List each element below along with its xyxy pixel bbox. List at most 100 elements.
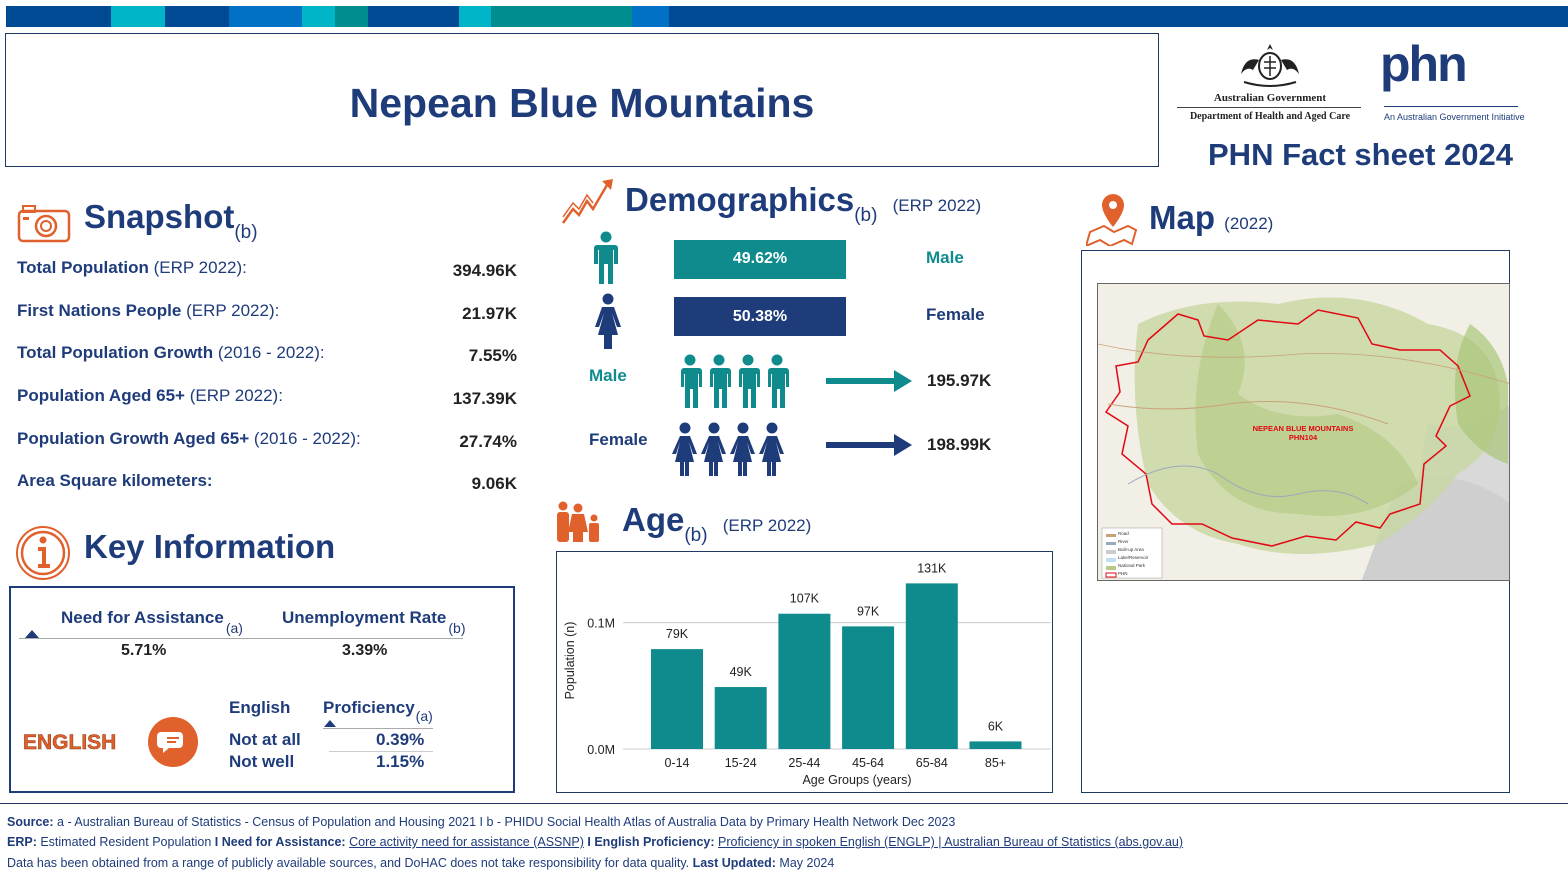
- female-person-icon: [701, 422, 726, 476]
- color-segment: [229, 6, 302, 27]
- color-segment: [302, 6, 335, 27]
- bar: [778, 613, 831, 749]
- need-value: 5.71%: [121, 642, 167, 659]
- map-legend: Road River Built-up Area Lake/Reservoir Nati…: [1118, 530, 1148, 578]
- footer-disclaimer: Data has been obtained from a range of p…: [7, 856, 693, 870]
- unemp-label-text: Unemployment Rate: [282, 608, 447, 627]
- eng-row-divider: [329, 751, 433, 752]
- eng-row-value: 0.39%: [376, 730, 425, 749]
- title-box: Nepean Blue Mountains: [5, 33, 1159, 167]
- x-tick-label: 65-84: [916, 756, 948, 770]
- map-title-text: Map: [1149, 199, 1215, 236]
- color-segment: [335, 6, 368, 27]
- chat-bubble-icon: [148, 717, 198, 767]
- eng-col2-sub: (a): [415, 708, 433, 724]
- snapshot-suffix: (2016 - 2022):: [213, 343, 325, 362]
- bar: [714, 687, 767, 749]
- x-tick-label: 45-64: [852, 756, 884, 770]
- color-segment: [111, 6, 165, 27]
- bar-data-label: 97K: [857, 604, 880, 618]
- female-person-icon: [759, 422, 784, 476]
- info-icon: [16, 526, 70, 580]
- y-axis-label: Population (n): [563, 622, 577, 700]
- coat-of-arms-icon: [1241, 44, 1299, 87]
- demographics-title-text: Demographics: [625, 181, 855, 218]
- unemp-label-sub: (b): [448, 620, 466, 636]
- snapshot-suffix: (2016 - 2022):: [249, 429, 361, 448]
- footer-link-englp[interactable]: Proficiency in spoken English (ENGLP) | …: [718, 835, 1184, 849]
- snapshot-row: Population Growth Aged 65+ (2016 - 2022)…: [17, 429, 517, 451]
- snapshot-value: 27.74%: [459, 432, 517, 451]
- snapshot-suffix: (ERP 2022):: [148, 258, 247, 277]
- unemp-value: 3.39%: [342, 642, 388, 659]
- color-segment: [459, 6, 491, 27]
- top-color-bar: [6, 6, 1568, 27]
- eng-row-value: 1.15%: [376, 752, 425, 771]
- male-person-icon: [594, 231, 618, 284]
- male-person-icon: [768, 354, 789, 408]
- need-label-sub: (a): [225, 620, 243, 636]
- male-group-icons: [677, 354, 792, 412]
- female-label-group: Female: [589, 430, 648, 449]
- x-tick-label: 0-14: [664, 756, 689, 770]
- male-person-icon: [681, 354, 702, 408]
- x-tick-label: 15-24: [725, 756, 757, 770]
- color-segment: [368, 6, 459, 27]
- age-chart-box: 0.0M 0.1M Population (n) 79K 0-14 49K 15-24 107…: [556, 551, 1053, 793]
- triangle-up-icon: [324, 720, 336, 727]
- map-legend-item: Road: [1118, 531, 1129, 536]
- snapshot-label: Total Population Growth: [17, 343, 214, 362]
- footer-line-1: Source: a - Australian Bureau of Statist…: [7, 815, 955, 829]
- family-icon: [557, 501, 599, 542]
- footer-link-assnp[interactable]: Core activity need for assistance (ASSNP…: [349, 835, 584, 849]
- map-legend-item: Built-up Area: [1118, 547, 1144, 552]
- snapshot-title-text: Snapshot: [84, 198, 235, 235]
- bar: [905, 583, 958, 749]
- snapshot-title-sub: (b): [234, 222, 258, 243]
- color-segment: [632, 6, 669, 27]
- map-box: NEPEAN BLUE MOUNTAINS PHN104 Road River Bu…: [1081, 250, 1510, 793]
- footer-source-text: a - Australian Bureau of Statistics - Ce…: [53, 815, 956, 829]
- snapshot-label: Area Square kilometers:: [17, 471, 213, 490]
- eng-row-label: Not at all: [229, 730, 301, 749]
- trend-arrow-icon: [561, 179, 613, 224]
- age-title-sub: (b): [684, 525, 708, 546]
- color-segment: [165, 6, 229, 27]
- phn-tagline: An Australian Government Initiative: [1384, 112, 1525, 122]
- phn-logo: phn An Australian Government Initiative: [1380, 36, 1525, 126]
- snapshot-row: Total Population Growth (2016 - 2022): 7.…: [17, 343, 517, 365]
- male-pct-bar: [674, 240, 846, 279]
- snapshot-suffix: (ERP 2022):: [181, 301, 280, 320]
- age-title-text: Age: [622, 501, 685, 538]
- male-person-icon: [739, 354, 760, 408]
- male-label-top: Male: [926, 248, 964, 267]
- eng-col1: English: [229, 698, 291, 717]
- footer-erp-text: Estimated Resident Population: [36, 835, 215, 849]
- eng-col2-text: Proficiency: [323, 698, 415, 717]
- snapshot-label: Total Population: [17, 258, 149, 277]
- demographics-erp: (ERP 2022): [892, 196, 982, 215]
- demographics-title: Demographics(b) (ERP 2022): [625, 181, 982, 226]
- age-chart: 0.0M 0.1M Population (n) 79K 0-14 49K 15-24 107…: [563, 561, 1051, 787]
- y-tick-label: 0.0M: [587, 743, 615, 757]
- snapshot-value: 7.55%: [468, 346, 517, 365]
- map-pin-icon: [1086, 194, 1138, 246]
- female-label-top: Female: [926, 305, 985, 324]
- bar-data-label: 79K: [666, 627, 689, 641]
- key-divider: [19, 638, 463, 639]
- gov-line-1: Australian Government: [1213, 92, 1327, 104]
- map-region-label-1: NEPEAN BLUE MOUNTAINS: [1252, 424, 1354, 433]
- key-info-title: Key Information: [84, 528, 336, 565]
- phn-logo-text: phn: [1380, 36, 1468, 92]
- eng-col2: Proficiency(a): [323, 698, 433, 724]
- female-person-icon: [595, 293, 621, 349]
- x-tick-label: 25-44: [788, 756, 820, 770]
- male-label-group: Male: [589, 366, 627, 385]
- camera-icon: [17, 205, 71, 243]
- female-person-icon: [672, 422, 697, 476]
- bar: [969, 741, 1022, 749]
- age-erp: (ERP 2022): [722, 516, 812, 535]
- footer-erp-label: ERP:: [7, 835, 37, 849]
- bar-data-label: 107K: [790, 592, 820, 606]
- snapshot-value: 9.06K: [471, 474, 517, 493]
